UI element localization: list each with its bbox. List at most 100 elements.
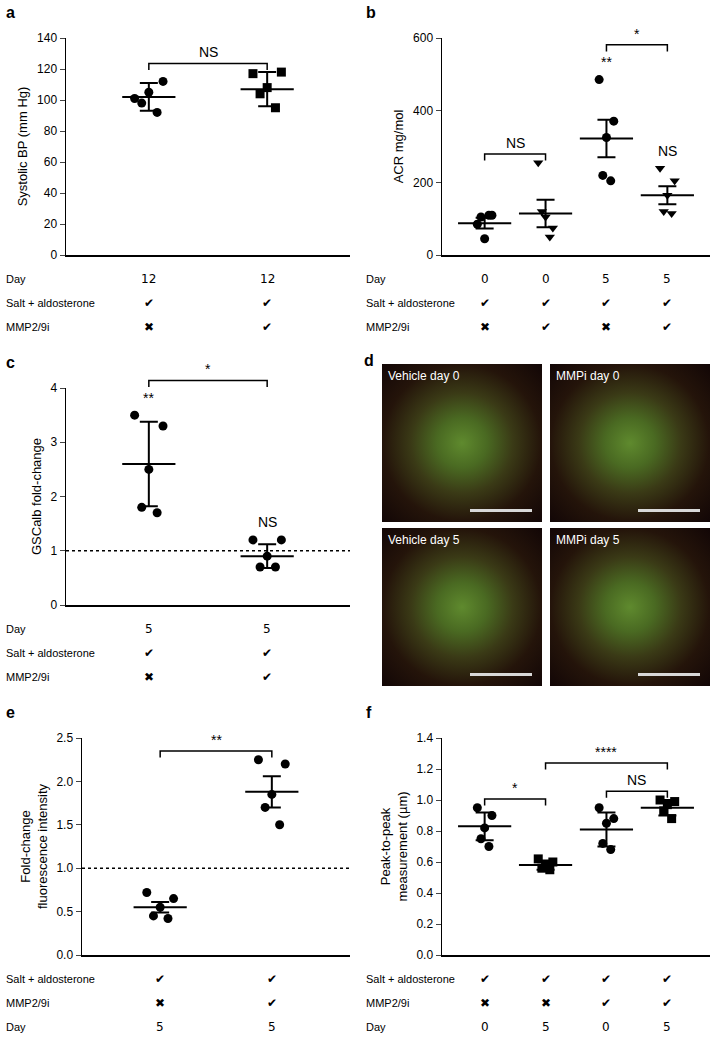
svg-text:1: 1 (50, 544, 57, 558)
svg-text:✔: ✔ (662, 996, 672, 1010)
svg-text:120: 120 (37, 62, 57, 76)
svg-text:400: 400 (413, 104, 433, 118)
svg-text:**: ** (143, 390, 154, 406)
svg-text:✔: ✔ (480, 972, 490, 986)
svg-text:NS: NS (627, 772, 646, 788)
svg-text:0: 0 (426, 248, 433, 262)
svg-text:5: 5 (663, 272, 671, 286)
svg-text:5: 5 (663, 1020, 671, 1034)
svg-text:✖: ✖ (601, 320, 611, 334)
svg-text:f: f (366, 704, 372, 721)
svg-text:80: 80 (44, 124, 58, 138)
svg-text:✖: ✖ (144, 670, 154, 684)
svg-text:2: 2 (50, 490, 57, 504)
svg-text:✔: ✔ (541, 296, 551, 310)
svg-text:✔: ✔ (541, 972, 551, 986)
svg-text:Salt + aldosterone: Salt + aldosterone (6, 973, 95, 985)
svg-text:4: 4 (50, 381, 57, 395)
svg-text:5: 5 (268, 1020, 276, 1034)
svg-text:✔: ✔ (662, 296, 672, 310)
svg-text:Day: Day (6, 623, 26, 635)
svg-text:0.5: 0.5 (56, 905, 73, 919)
svg-text:✔: ✔ (480, 296, 490, 310)
svg-text:*: * (634, 26, 640, 42)
svg-text:ACR mg/mol: ACR mg/mol (391, 110, 406, 184)
svg-text:Day: Day (6, 1021, 26, 1033)
svg-text:MMP2/9i: MMP2/9i (6, 997, 49, 1009)
svg-text:✖: ✖ (480, 320, 490, 334)
svg-text:40: 40 (44, 186, 58, 200)
svg-text:NS: NS (506, 135, 525, 151)
svg-text:✔: ✔ (662, 972, 672, 986)
svg-text:a: a (6, 4, 15, 21)
svg-text:✔: ✔ (541, 320, 551, 334)
svg-text:2.0: 2.0 (56, 775, 73, 789)
svg-text:GSCalb fold-change: GSCalb fold-change (29, 438, 44, 555)
svg-text:12: 12 (260, 272, 275, 286)
svg-text:✔: ✔ (144, 646, 154, 660)
svg-text:MMP2/9i: MMP2/9i (6, 671, 49, 683)
svg-text:1.4: 1.4 (416, 731, 433, 745)
svg-text:NS: NS (199, 44, 218, 60)
svg-text:Salt + aldosterone: Salt + aldosterone (366, 297, 455, 309)
svg-text:0.0: 0.0 (416, 948, 433, 962)
svg-text:20: 20 (44, 217, 58, 231)
svg-text:1.2: 1.2 (416, 762, 433, 776)
svg-text:0: 0 (542, 272, 550, 286)
svg-text:NS: NS (658, 143, 677, 159)
svg-text:MMP2/9i: MMP2/9i (366, 997, 409, 1009)
svg-text:✖: ✖ (155, 996, 165, 1010)
svg-text:Day: Day (366, 273, 386, 285)
svg-text:2.5: 2.5 (56, 731, 73, 745)
svg-text:5: 5 (263, 622, 271, 636)
svg-text:✔: ✔ (144, 296, 154, 310)
svg-text:0: 0 (602, 1020, 610, 1034)
svg-text:0: 0 (481, 1020, 489, 1034)
svg-text:✔: ✔ (262, 670, 272, 684)
svg-text:Salt + aldosterone: Salt + aldosterone (6, 647, 95, 659)
svg-text:Day: Day (366, 1021, 386, 1033)
svg-text:0: 0 (481, 272, 489, 286)
svg-text:Day: Day (6, 273, 26, 285)
svg-text:3: 3 (50, 435, 57, 449)
svg-text:✔: ✔ (155, 972, 165, 986)
svg-text:0.4: 0.4 (416, 886, 433, 900)
svg-text:MMP2/9i: MMP2/9i (6, 321, 49, 333)
svg-text:✔: ✔ (267, 996, 277, 1010)
svg-text:NS: NS (258, 514, 277, 530)
svg-text:0.2: 0.2 (416, 917, 433, 931)
svg-text:✖: ✖ (480, 996, 490, 1010)
svg-text:Systolic BP (mm Hg): Systolic BP (mm Hg) (15, 87, 30, 207)
svg-text:*: * (205, 361, 211, 377)
svg-text:60: 60 (44, 155, 58, 169)
svg-text:0.8: 0.8 (416, 824, 433, 838)
svg-text:e: e (6, 704, 15, 721)
svg-text:5: 5 (542, 1020, 550, 1034)
svg-text:✔: ✔ (267, 972, 277, 986)
svg-text:b: b (366, 4, 376, 21)
svg-text:100: 100 (37, 93, 57, 107)
svg-text:1.0: 1.0 (416, 793, 433, 807)
svg-text:✔: ✔ (262, 320, 272, 334)
svg-text:****: **** (595, 744, 617, 760)
svg-text:200: 200 (413, 176, 433, 190)
svg-text:12: 12 (141, 272, 156, 286)
svg-text:✔: ✔ (662, 320, 672, 334)
svg-text:**: ** (601, 54, 612, 70)
svg-text:*: * (512, 780, 518, 796)
svg-text:140: 140 (37, 31, 57, 45)
svg-text:5: 5 (145, 622, 153, 636)
svg-text:✔: ✔ (601, 972, 611, 986)
svg-text:1.0: 1.0 (56, 861, 73, 875)
svg-text:**: ** (211, 732, 222, 748)
svg-text:5: 5 (156, 1020, 164, 1034)
svg-text:Salt + aldosterone: Salt + aldosterone (6, 297, 95, 309)
svg-text:c: c (6, 354, 15, 371)
svg-text:0.6: 0.6 (416, 855, 433, 869)
svg-text:MMP2/9i: MMP2/9i (366, 321, 409, 333)
svg-text:Peak-to-peakmeasurement (µm): Peak-to-peakmeasurement (µm) (378, 791, 410, 901)
svg-text:5: 5 (602, 272, 610, 286)
svg-text:✖: ✖ (541, 996, 551, 1010)
svg-text:✔: ✔ (262, 296, 272, 310)
svg-text:✔: ✔ (262, 646, 272, 660)
